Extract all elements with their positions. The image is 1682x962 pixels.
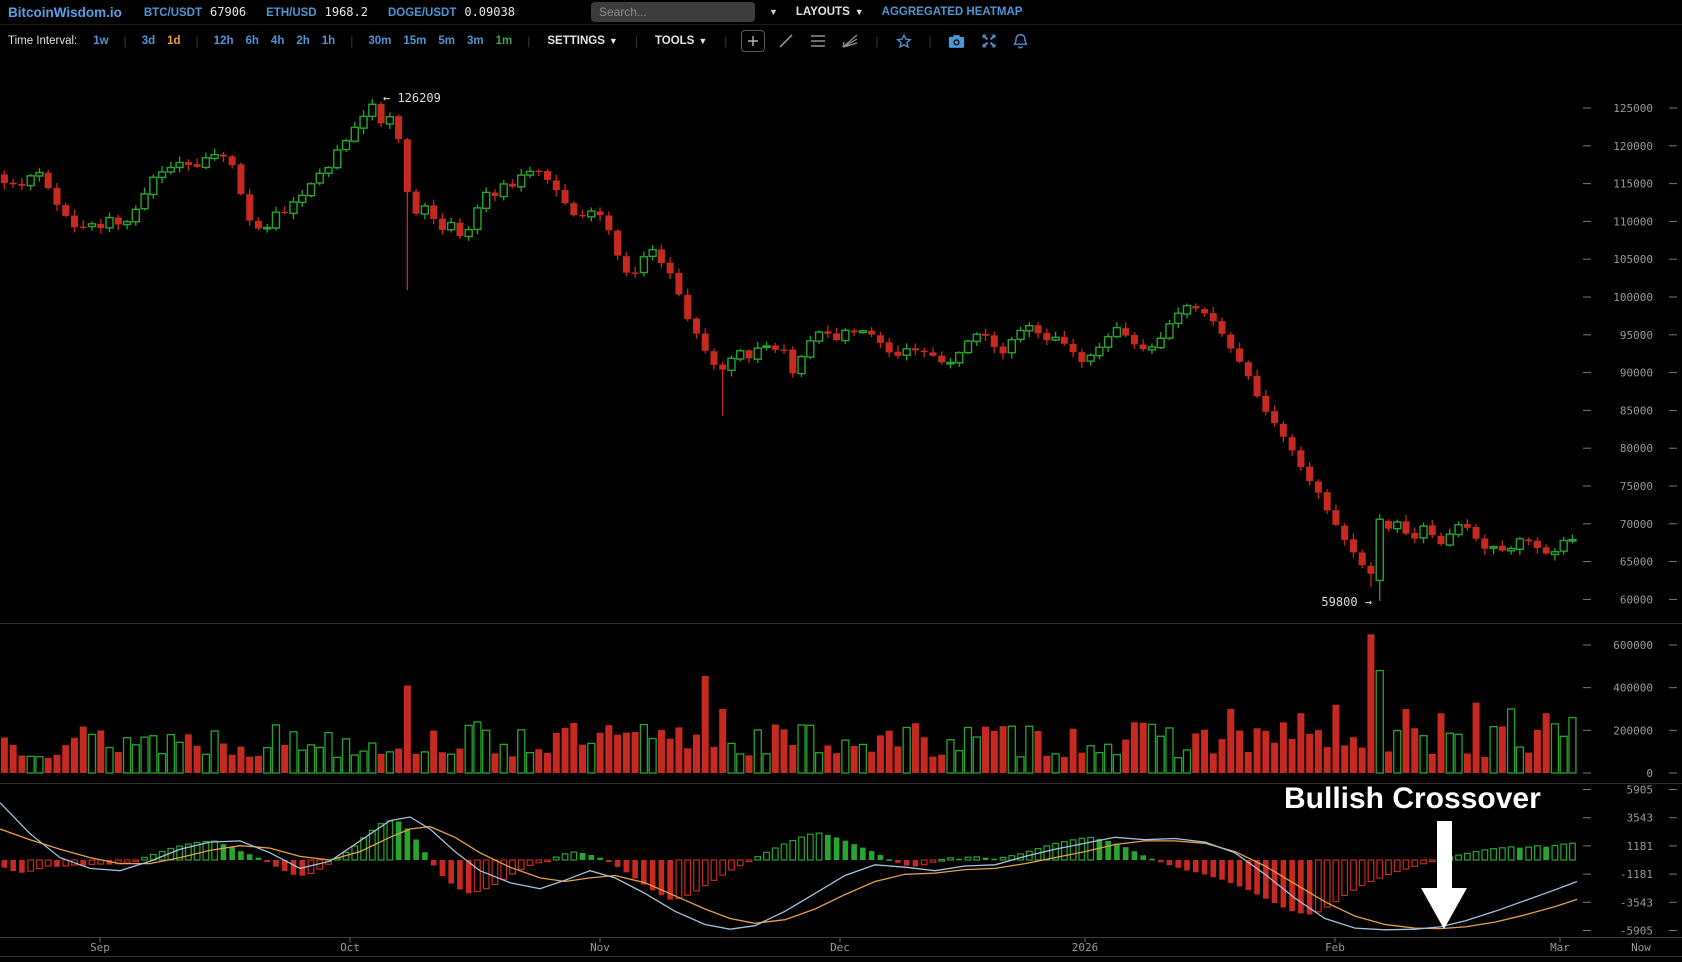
svg-text:90000: 90000	[1620, 367, 1653, 380]
crossover-arrow-icon	[1437, 821, 1452, 888]
macd-line	[0, 825, 1578, 930]
svg-text:105000: 105000	[1613, 253, 1653, 266]
interval-1w[interactable]: 1w	[93, 35, 109, 47]
svg-text:80000: 80000	[1620, 442, 1653, 455]
trendline-icon[interactable]	[775, 31, 797, 51]
top-bar: BitcoinWisdom.io BTC/USDT 67906 ETH/USD …	[0, 0, 1682, 25]
svg-text:125000: 125000	[1613, 102, 1653, 115]
chevron-down-icon: ▼	[608, 36, 618, 46]
interval-4h[interactable]: 4h	[270, 35, 285, 47]
svg-text:85000: 85000	[1620, 404, 1653, 417]
chevron-down-icon: ▼	[698, 36, 708, 46]
crossover-arrowhead-icon	[1421, 888, 1467, 929]
svg-text:115000: 115000	[1613, 178, 1653, 191]
peak-price-annotation: ← 126209	[383, 91, 441, 105]
svg-text:Oct: Oct	[340, 941, 360, 954]
expand-icon[interactable]	[978, 31, 1000, 51]
price-pane[interactable]	[0, 98, 1577, 601]
low-price-annotation: 59800 →	[1321, 595, 1372, 609]
horizontal-lines-icon[interactable]	[807, 31, 829, 51]
svg-text:3543: 3543	[1627, 812, 1654, 825]
crosshair-icon[interactable]	[741, 30, 766, 52]
svg-text:-5905: -5905	[1620, 925, 1653, 938]
interval-1h[interactable]: 1h	[321, 35, 336, 47]
svg-text:120000: 120000	[1613, 140, 1653, 153]
svg-text:70000: 70000	[1620, 518, 1653, 531]
svg-text:0: 0	[1646, 767, 1653, 780]
interval-buttons: 1w | 3d 1d | 12h 6h 4h 2h 1h | 30m 15m 5m 3m 1m	[93, 34, 513, 48]
svg-text:Sep: Sep	[90, 941, 110, 954]
interval-30m[interactable]: 30m	[368, 35, 392, 47]
interval-12h[interactable]: 12h	[213, 35, 234, 47]
interval-1d[interactable]: 1d	[167, 35, 181, 47]
layouts-menu[interactable]: LAYOUTS ▼	[796, 6, 864, 18]
pair-ethusd[interactable]: ETH/USD 1968.2	[266, 5, 368, 19]
camera-icon[interactable]	[946, 31, 968, 51]
svg-text:1181: 1181	[1627, 840, 1654, 853]
interval-15m[interactable]: 15m	[403, 35, 427, 47]
svg-text:100000: 100000	[1613, 291, 1653, 304]
volume-pane[interactable]	[0, 634, 1577, 774]
chevron-down-icon: ▼	[854, 7, 864, 17]
interval-2h[interactable]: 2h	[296, 35, 310, 47]
time-interval-label: Time Interval:	[8, 35, 78, 47]
svg-text:2026: 2026	[1072, 941, 1099, 954]
svg-text:60000: 60000	[1620, 593, 1653, 606]
pair-dogeusdt-label[interactable]: DOGE/USDT	[387, 7, 457, 19]
svg-text:Feb: Feb	[1325, 941, 1345, 954]
interval-5m[interactable]: 5m	[438, 35, 455, 47]
search-area: ▼	[590, 2, 778, 22]
svg-text:Nov: Nov	[590, 941, 610, 954]
interval-3m[interactable]: 3m	[467, 35, 484, 47]
macd-pane[interactable]	[0, 802, 1578, 931]
svg-text:200000: 200000	[1613, 724, 1653, 737]
interval-6h[interactable]: 6h	[245, 35, 259, 47]
settings-menu[interactable]: SETTINGS ▼	[547, 35, 617, 47]
settings-label: SETTINGS	[547, 35, 605, 47]
pair-btcusdt[interactable]: BTC/USDT 67906	[144, 5, 246, 19]
pair-dogeusdt-price: 0.09038	[464, 5, 515, 19]
tools-label: TOOLS	[654, 35, 695, 47]
interval-3d[interactable]: 3d	[141, 35, 156, 47]
bullish-crossover-annotation: Bullish Crossover	[1284, 782, 1541, 815]
fan-lines-icon[interactable]	[839, 31, 861, 51]
svg-text:65000: 65000	[1620, 556, 1653, 569]
pair-ethusd-price: 1968.2	[324, 5, 368, 19]
time-axis[interactable]: Sep Oct Nov Dec 2026 Feb Mar Now	[90, 937, 1651, 955]
chart-toolbar: Time Interval: 1w | 3d 1d | 12h 6h 4h 2h 1h | 30m 15…	[0, 26, 1682, 56]
svg-text:95000: 95000	[1620, 329, 1653, 342]
price-axis[interactable]: 125000 120000 115000 110000 105000 100000 9500…	[1583, 102, 1677, 606]
svg-text:5905: 5905	[1627, 784, 1654, 797]
svg-text:Dec: Dec	[830, 941, 850, 954]
svg-text:Mar: Mar	[1550, 941, 1570, 954]
svg-text:-1181: -1181	[1620, 868, 1653, 881]
macd-axis[interactable]: 5905 3543 1181 -1181 -3543 -5905	[1583, 784, 1677, 938]
star-icon[interactable]	[893, 31, 915, 51]
tools-menu[interactable]: TOOLS ▼	[655, 35, 707, 47]
macd-line	[0, 802, 1578, 931]
svg-text:-3543: -3543	[1620, 896, 1653, 909]
svg-text:110000: 110000	[1613, 215, 1653, 228]
interval-1m[interactable]: 1m	[495, 35, 513, 47]
volume-axis[interactable]: 0 200000 400000 600000	[1583, 639, 1677, 780]
layouts-label: LAYOUTS	[795, 6, 850, 18]
svg-text:600000: 600000	[1613, 639, 1653, 652]
svg-text:75000: 75000	[1620, 480, 1653, 493]
svg-text:400000: 400000	[1613, 682, 1653, 695]
pair-btcusdt-price: 67906	[210, 5, 247, 19]
bell-icon[interactable]	[1010, 31, 1032, 51]
aggregated-heatmap-link[interactable]: AGGREGATED HEATMAP	[881, 6, 1023, 18]
brand-logo[interactable]: BitcoinWisdom.io	[8, 4, 122, 20]
pair-ethusd-label[interactable]: ETH/USD	[266, 7, 317, 19]
search-input[interactable]	[590, 2, 755, 22]
svg-text:Now: Now	[1631, 941, 1651, 954]
pair-dogeusdt[interactable]: DOGE/USDT 0.09038	[388, 5, 515, 19]
pair-btcusdt-label[interactable]: BTC/USDT	[143, 7, 203, 19]
search-dropdown-caret-icon[interactable]: ▼	[768, 7, 778, 17]
